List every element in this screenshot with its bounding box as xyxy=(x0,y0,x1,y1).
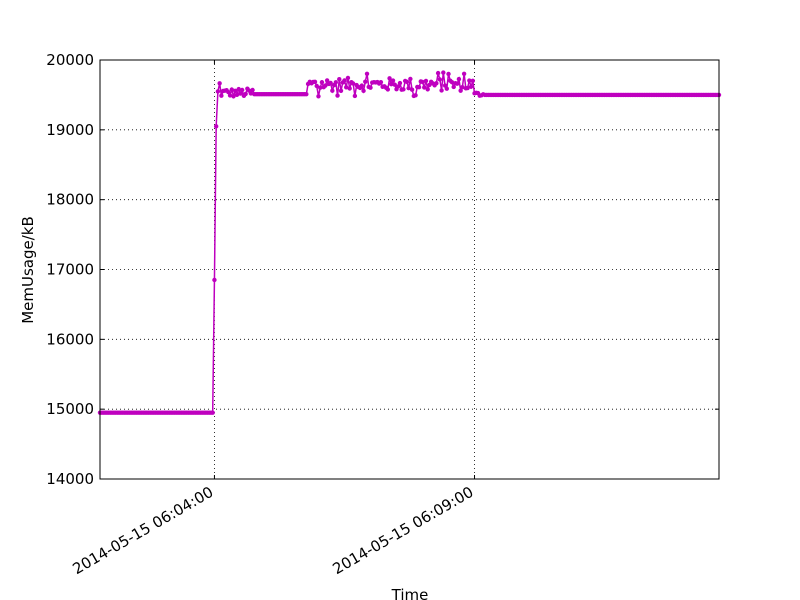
y-tick-label: 19000 xyxy=(46,121,94,139)
data-point xyxy=(406,85,411,91)
data-point xyxy=(396,84,401,89)
data-point xyxy=(363,79,368,84)
data-point xyxy=(350,81,356,86)
data-point xyxy=(470,78,475,84)
data-point xyxy=(335,93,340,98)
data-point xyxy=(318,85,323,90)
data-point xyxy=(465,85,470,91)
data-point xyxy=(226,89,231,95)
data-point xyxy=(389,82,394,87)
data-point xyxy=(444,86,449,91)
x-tick-label: 2014-05-15 06:04:00 xyxy=(69,483,216,578)
data-point xyxy=(314,83,319,89)
data-point xyxy=(461,71,467,77)
data-point xyxy=(408,76,413,82)
data-point xyxy=(397,80,403,86)
y-tick-label: 17000 xyxy=(46,261,94,279)
data-point xyxy=(234,92,240,97)
data-point xyxy=(441,70,446,75)
data-point xyxy=(352,93,358,99)
data-point xyxy=(212,277,217,283)
data-point xyxy=(458,88,463,93)
x-axis-label: Time xyxy=(391,586,429,600)
data-point xyxy=(342,78,347,83)
data-point xyxy=(347,86,352,91)
data-point xyxy=(468,84,474,89)
data-point xyxy=(401,87,406,92)
data-point xyxy=(236,86,241,92)
data-point xyxy=(239,87,245,93)
grid xyxy=(100,60,719,479)
data-point xyxy=(437,77,443,82)
data-point xyxy=(467,78,472,83)
data-point xyxy=(328,80,333,86)
data-point xyxy=(337,76,342,82)
y-tick-label: 15000 xyxy=(46,400,94,418)
data-point xyxy=(319,80,325,85)
data-point xyxy=(330,88,335,93)
data-point xyxy=(345,75,351,81)
data-point xyxy=(435,70,441,76)
data-point xyxy=(425,87,430,92)
data-point xyxy=(390,78,396,83)
series-line xyxy=(100,72,719,414)
data-point xyxy=(392,82,397,87)
data-point xyxy=(451,84,456,90)
data-point xyxy=(460,85,465,90)
data-point xyxy=(316,94,321,99)
data-point xyxy=(364,71,370,76)
data-point xyxy=(344,85,349,90)
data-point xyxy=(387,76,392,81)
data-point xyxy=(250,87,255,93)
data-point xyxy=(323,83,328,88)
data-point xyxy=(304,92,309,97)
data-point xyxy=(446,71,451,77)
data-point xyxy=(243,91,248,97)
series-memusage xyxy=(97,70,722,415)
data-point xyxy=(210,410,215,415)
y-tick-label: 18000 xyxy=(46,191,94,209)
data-point xyxy=(333,80,339,85)
data-point xyxy=(361,88,366,94)
data-point xyxy=(449,80,455,85)
data-point xyxy=(227,93,233,98)
data-point xyxy=(312,79,318,85)
data-point xyxy=(378,79,384,85)
y-tick-label: 20000 xyxy=(46,51,94,69)
data-point xyxy=(248,91,254,96)
data-point xyxy=(456,76,462,82)
y-axis-label: MemUsage/kB xyxy=(19,216,37,324)
data-point xyxy=(413,93,418,98)
data-point xyxy=(213,124,219,129)
data-point xyxy=(233,88,238,93)
data-point xyxy=(231,94,236,99)
data-point xyxy=(404,79,410,85)
data-point xyxy=(359,83,365,88)
data-point xyxy=(454,81,460,86)
y-tick-label: 16000 xyxy=(46,330,94,348)
data-point xyxy=(338,88,344,93)
data-point xyxy=(422,85,427,90)
data-point xyxy=(416,85,422,90)
data-point xyxy=(219,93,224,98)
data-point xyxy=(229,87,234,92)
data-point xyxy=(324,78,330,83)
x-tick-label: 2014-05-15 06:09:00 xyxy=(330,483,477,578)
data-point xyxy=(409,87,415,92)
data-point xyxy=(439,88,444,93)
axis-ticks: 14000 15000 16000 17000 18000 19000 20000 2014-… xyxy=(46,51,719,578)
data-point xyxy=(238,91,243,96)
data-point xyxy=(217,81,222,86)
data-point xyxy=(385,87,391,92)
y-tick-label: 14000 xyxy=(46,470,94,488)
data-point xyxy=(368,85,373,90)
data-point xyxy=(420,79,425,85)
data-point xyxy=(434,81,439,86)
data-point xyxy=(423,78,429,84)
data-point xyxy=(215,89,221,94)
